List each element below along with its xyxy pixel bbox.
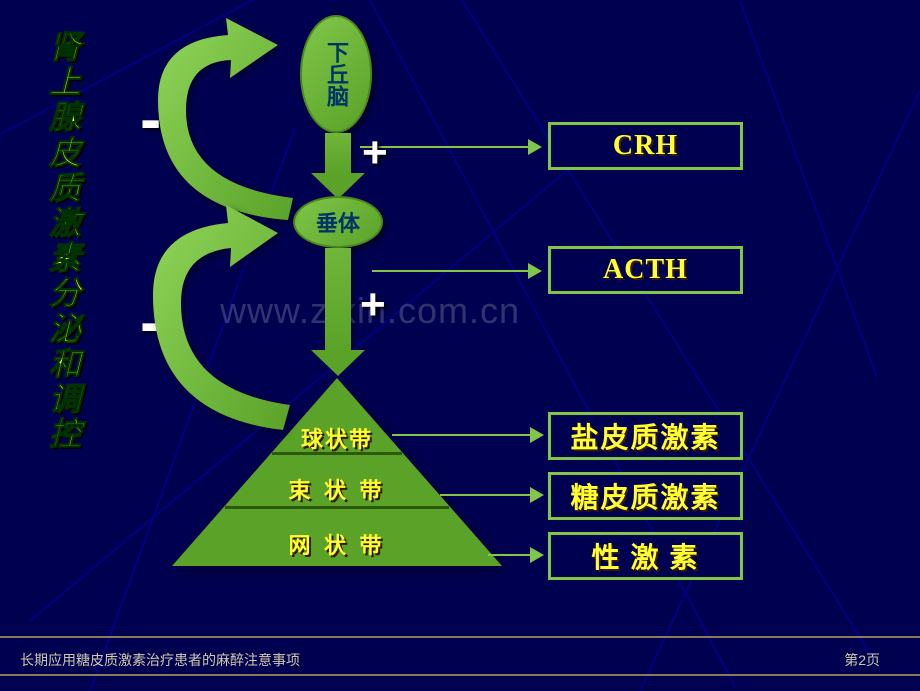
arrow-to-acth [372,270,530,272]
box-mineralocorticoid: 盐皮质激素 [548,412,743,460]
node-pituitary-label: 垂体 [316,206,360,238]
arrow-to-mineralo [392,434,532,436]
box-mineralo-label: 盐皮质激素 [570,416,720,456]
box-crh: CRH [548,122,743,170]
box-gluco-label: 糖皮质激素 [570,476,720,516]
footer-right: 第2页 [844,650,880,670]
box-crh-label: CRH [613,130,678,162]
box-acth: ACTH [548,246,743,294]
box-sex-label: 性 激 素 [591,536,699,576]
box-sex-hormone: 性 激 素 [548,532,743,580]
arrow-to-sex [488,554,532,556]
arrow-pituitary-to-cortex [325,248,351,352]
page-title: 肾上腺皮质激素分泌和调控 [45,30,85,452]
footer-left: 长期应用糖皮质激素治疗患者的麻醉注意事项 [20,650,300,670]
plus-icon-1: + [362,128,388,178]
plus-icon-2: + [360,280,386,330]
pyramid-layer-3: 网 状 带 [172,528,502,560]
pyramid-layer-2: 束 状 带 [172,473,502,505]
box-acth-label: ACTH [603,254,688,286]
box-glucocorticoid: 糖皮质激素 [548,472,743,520]
node-hypothalamus-label: 下丘脑 [320,41,352,107]
pyramid-divider-2 [225,506,449,509]
footer-line-bottom [0,674,920,676]
arrow-hypo-to-pituitary [325,133,351,175]
feedback-arrow-lower [118,195,318,455]
arrow-to-gluco [440,494,532,496]
footer-line-top [0,636,920,638]
